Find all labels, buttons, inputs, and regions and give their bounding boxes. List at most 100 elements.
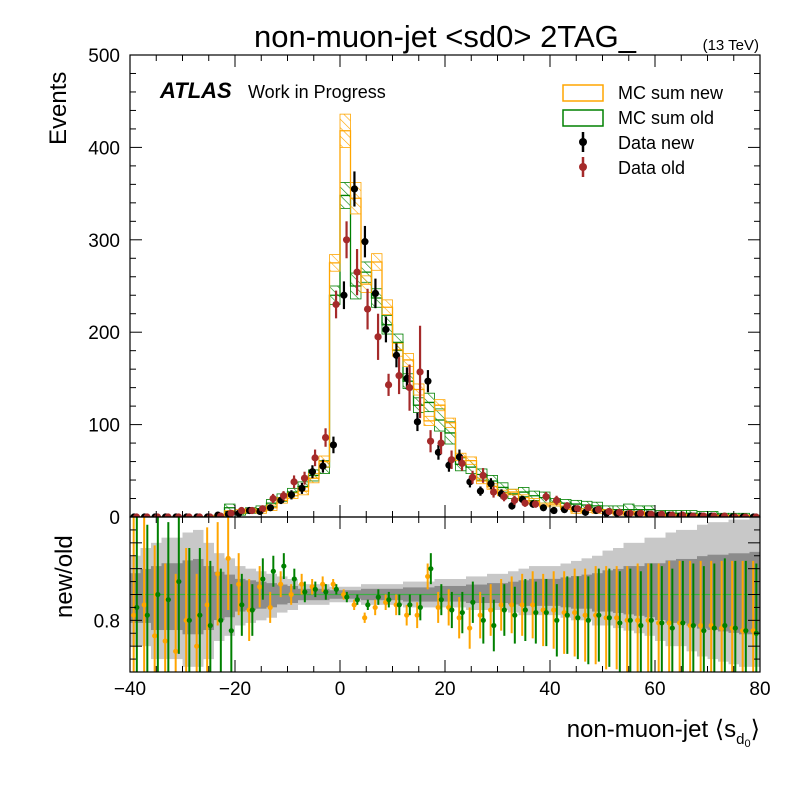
- x-axis-label-suffix: ⟩: [751, 716, 760, 743]
- point-ratio-green: [396, 602, 402, 608]
- point-data-new: [392, 351, 401, 359]
- point-data-old: [521, 499, 529, 507]
- point-data-new: [361, 238, 369, 246]
- point-data-new: [319, 462, 327, 470]
- point-ratio-orange: [194, 643, 200, 649]
- point-ratio-green: [711, 625, 717, 631]
- point-data-old: [500, 493, 508, 501]
- ratio-band-inner: [623, 566, 634, 615]
- hist-mc-old: [130, 194, 760, 517]
- point-ratio-orange: [320, 581, 326, 587]
- point-ratio-orange: [488, 607, 494, 613]
- point-data-old: [479, 471, 487, 480]
- chart-title: non-muon-jet <sd0> 2TAG_: [254, 19, 637, 54]
- point-ratio-orange: [477, 612, 483, 618]
- legend-swatch-mc-new: [562, 84, 604, 102]
- point-ratio-green: [291, 576, 297, 582]
- point-ratio-green: [659, 620, 665, 626]
- point-ratio-orange: [152, 633, 158, 639]
- ratio-band-inner: [161, 563, 172, 631]
- point-data-old: [605, 507, 613, 516]
- point-data-new: [298, 484, 306, 492]
- point-data-new: [539, 504, 548, 512]
- point-ratio-orange: [582, 612, 588, 618]
- point-ratio-green: [470, 599, 476, 605]
- point-ratio-green: [218, 617, 224, 623]
- point-ratio-orange: [330, 581, 336, 587]
- point-data-old: [174, 513, 183, 517]
- point-data-old: [395, 372, 403, 380]
- point-ratio-orange: [435, 604, 441, 611]
- point-ratio-green: [575, 615, 581, 621]
- point-data-old: [626, 509, 634, 517]
- point-ratio-green: [680, 620, 686, 626]
- ratio-panel: [130, 517, 760, 672]
- y-tick-label: 400: [88, 138, 120, 159]
- point-data-old: [636, 509, 645, 517]
- x-axis-label-sub: d: [736, 731, 744, 748]
- point-ratio-green: [207, 622, 213, 629]
- point-ratio-green: [480, 617, 486, 623]
- point-ratio-green: [627, 617, 633, 623]
- point-data-old: [279, 492, 288, 500]
- point-data-new: [287, 491, 296, 499]
- point-ratio-green: [302, 589, 308, 595]
- point-ratio-orange: [467, 625, 473, 631]
- point-ratio-green: [722, 622, 728, 629]
- point-ratio-orange: [666, 620, 672, 626]
- axes: −40 −20 0 20 40 60 80 0 100 200 300 400 500 0.8: [88, 46, 770, 700]
- point-ratio-green: [134, 604, 140, 611]
- point-data-old: [699, 512, 708, 517]
- ratio-band-inner: [193, 558, 204, 635]
- point-data-old: [437, 439, 445, 447]
- point-ratio-green: [155, 591, 161, 598]
- point-data-new: [371, 289, 380, 297]
- ratio-band-inner: [172, 563, 183, 631]
- point-ratio-green: [239, 602, 245, 608]
- point-ratio-orange: [498, 602, 504, 608]
- point-data-old: [573, 505, 582, 513]
- point-data-old: [584, 504, 592, 512]
- point-ratio-green: [323, 589, 329, 595]
- ratio-band-inner: [634, 566, 645, 616]
- hist-mc-new: [130, 130, 760, 517]
- point-ratio-green: [585, 617, 591, 623]
- point-ratio-orange: [225, 555, 231, 561]
- point-ratio-green: [554, 617, 560, 623]
- ratio-y-tick-label: 0.8: [94, 611, 120, 632]
- point-ratio-green: [260, 576, 266, 582]
- point-data-old: [164, 513, 172, 517]
- ratio-band-inner: [718, 554, 729, 632]
- ratio-band-inner: [728, 553, 739, 633]
- point-data-new: [413, 418, 422, 426]
- point-ratio-green: [617, 620, 623, 626]
- point-ratio-green: [512, 612, 518, 618]
- point-data-old: [510, 496, 519, 504]
- point-ratio-green: [176, 578, 182, 585]
- point-data-old: [290, 478, 298, 486]
- point-ratio-green: [270, 568, 276, 574]
- point-ratio-orange: [173, 648, 179, 654]
- ratio-band-inner: [130, 573, 141, 623]
- point-ratio-green: [144, 612, 150, 618]
- point-data-old: [447, 456, 456, 464]
- ratio-band-inner: [466, 584, 477, 604]
- point-data-new: [476, 487, 485, 495]
- point-ratio-green: [249, 607, 255, 613]
- point-data-old: [542, 493, 550, 501]
- point-data-old: [258, 505, 267, 513]
- point-data-old: [563, 502, 571, 510]
- point-ratio-orange: [572, 609, 578, 616]
- point-ratio-orange: [456, 615, 462, 621]
- point-ratio-green: [228, 628, 234, 634]
- point-ratio-orange: [551, 607, 557, 613]
- point-ratio-orange: [351, 602, 357, 608]
- point-data-old: [332, 300, 340, 309]
- point-ratio-green: [407, 602, 413, 608]
- point-ratio-orange: [162, 638, 168, 644]
- ratio-band-inner: [151, 566, 162, 631]
- point-ratio-green: [669, 625, 675, 631]
- x-tick-label: 20: [434, 679, 455, 700]
- point-ratio-orange: [288, 591, 294, 598]
